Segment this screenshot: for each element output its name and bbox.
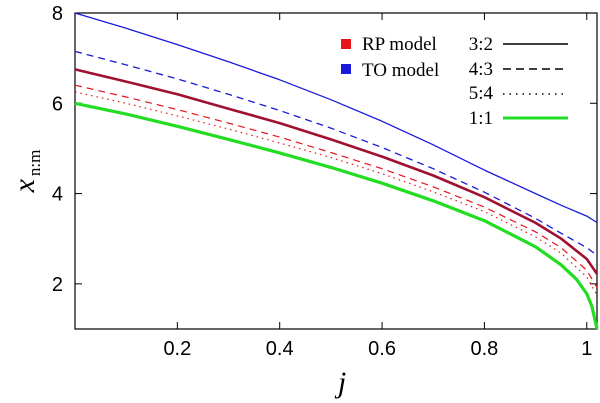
x-tick-label: 0.6 xyxy=(368,338,396,360)
y-axis-title: x n:m xyxy=(8,150,44,194)
y-tick-label: 6 xyxy=(52,93,63,115)
legend-swatch-rp xyxy=(341,39,351,49)
tick-labels: 0.2 0.4 0.6 0.8 1 2 4 6 8 xyxy=(52,3,592,360)
series-line-rp-model-5-4 xyxy=(74,91,598,296)
legend: RP model TO model 3:2 4:3 5:4 1:1 xyxy=(341,34,568,129)
x-tick-label: 0.2 xyxy=(163,338,191,360)
series-line-to-model-4-3 xyxy=(74,50,598,256)
y-tick-label: 2 xyxy=(52,274,63,296)
svg-text:xn:m: x n:m xyxy=(8,150,44,194)
legend-label-rp: RP model xyxy=(362,34,437,55)
legend-label-5-4: 5:4 xyxy=(469,83,494,104)
series-line-to-model-3-2 xyxy=(74,12,598,224)
legend-label-3-2: 3:2 xyxy=(469,34,493,55)
x-tick-label: 1 xyxy=(581,338,592,360)
y-axis-title-main: x xyxy=(8,178,41,193)
y-tick-label: 8 xyxy=(52,3,63,25)
x-tick-label: 0.4 xyxy=(266,338,294,360)
x-tick-label: 0.8 xyxy=(471,338,499,360)
series-line-rp-model-4-3 xyxy=(74,84,598,288)
legend-label-4-3: 4:3 xyxy=(469,59,493,80)
axis-ticks xyxy=(75,12,597,329)
series-line-rp-model-3-2 xyxy=(74,68,599,275)
legend-swatch-to xyxy=(341,64,351,74)
series-line-1-1 xyxy=(74,101,599,330)
x-axis-title: j xyxy=(334,366,346,399)
legend-label-1-1: 1:1 xyxy=(469,108,493,129)
y-tick-label: 4 xyxy=(52,184,63,206)
y-axis-title-subscript: n:m xyxy=(25,150,44,176)
legend-label-to: TO model xyxy=(362,60,439,81)
plot-frame xyxy=(74,12,598,330)
series-layer xyxy=(74,12,599,330)
